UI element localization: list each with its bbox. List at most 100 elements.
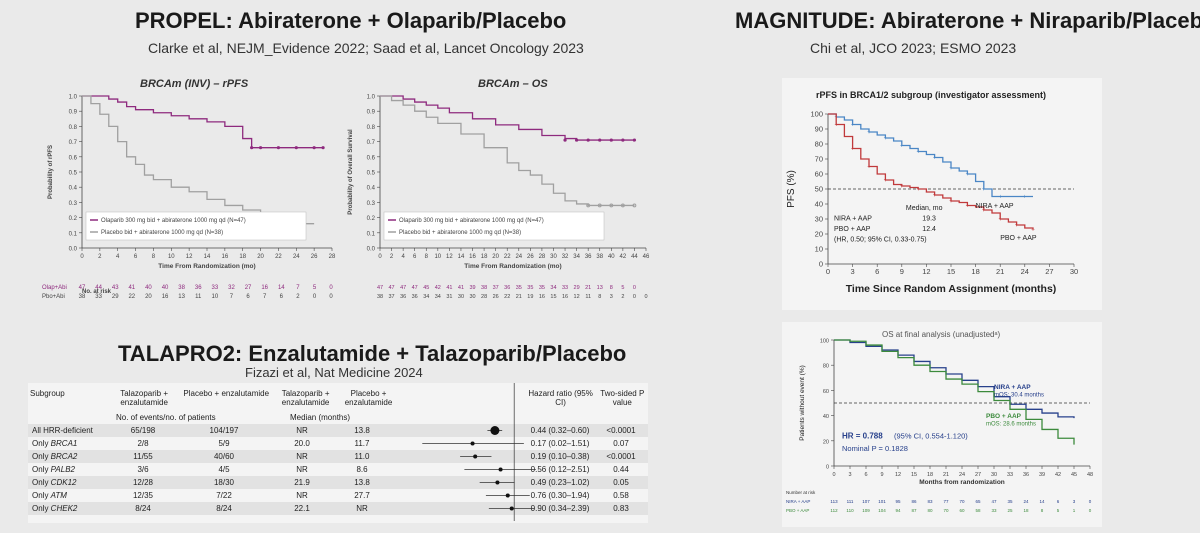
at-risk-label: PBO + AAP: [786, 508, 809, 513]
x-tick-label: 20: [492, 254, 499, 260]
y-tick-label: 1.0: [69, 95, 78, 101]
subgroup-cell: Only ATM: [32, 491, 67, 500]
at-risk-value: 15: [550, 294, 556, 300]
at-risk-value: 0: [644, 294, 647, 300]
censor-mark: +: [966, 204, 970, 210]
talapro-citation: Fizazi et al, Nat Medicine 2024: [245, 365, 423, 380]
x-tick-label: 42: [1055, 472, 1061, 478]
at-risk-value: 65: [975, 499, 981, 504]
x-tick-label: 12: [895, 472, 901, 478]
x-tick-label: 4: [401, 254, 405, 260]
censor-mark: [276, 146, 281, 150]
propel-os-title: BRCAm – OS: [478, 78, 548, 90]
x-tick-label: 30: [991, 472, 997, 478]
x-tick-label: 0: [378, 254, 382, 260]
at-risk-value: 47: [79, 285, 86, 291]
x-tick-label: 15: [947, 267, 955, 276]
censor-mark: +: [933, 156, 937, 162]
at-risk-value: 110: [846, 508, 854, 513]
at-risk-value: 0: [313, 294, 317, 300]
at-risk-value: 104: [878, 508, 886, 513]
censor-mark: +: [933, 193, 937, 199]
x-tick-label: 9: [900, 267, 904, 276]
at-risk-value: 37: [389, 294, 395, 300]
at-risk-value: 0: [1089, 508, 1092, 513]
value-cell: NR: [296, 426, 308, 435]
x-tick-label: 26: [527, 254, 534, 260]
x-axis-label: Time From Randomization (mo): [464, 263, 561, 270]
y-tick-label: 0.5: [69, 171, 78, 177]
y-tick-label: 0.4: [367, 186, 376, 192]
at-risk-value: 45: [423, 285, 429, 291]
subgroup-cell: Only CDK12: [32, 478, 77, 487]
at-risk-value: 70: [943, 508, 949, 513]
value-cell: 8/24: [216, 504, 232, 513]
x-tick-label: 18: [481, 254, 488, 260]
series-line-0: [82, 95, 324, 149]
at-risk-value: 21: [516, 294, 522, 300]
magnitude-citation: Chi et al, JCO 2023; ESMO 2023: [810, 40, 1017, 56]
series-line-0: [828, 113, 1033, 198]
pbo-mos: mOS: 28.6 months: [986, 422, 1036, 428]
at-risk-value: 22: [128, 294, 135, 300]
at-risk-value: 109: [862, 508, 870, 513]
propel-rpfs-title: BRCAm (INV) – rPFS: [140, 78, 249, 90]
x-tick-label: 2: [98, 254, 102, 260]
x-tick-label: 2: [390, 254, 394, 260]
y-tick-label: 60: [823, 389, 829, 395]
at-risk-value: 24: [1023, 499, 1029, 504]
censor-mark: +: [884, 178, 888, 184]
y-axis-label: Probability of Overall Survival: [348, 129, 354, 215]
value-cell: 11.0: [354, 452, 370, 461]
x-tick-label: 0: [80, 254, 84, 260]
col-tal-median: Talazoparib + enzalutamide: [281, 389, 330, 407]
at-risk-value: 111: [847, 499, 854, 504]
at-risk-title: Number at risk: [786, 490, 816, 495]
hr-text: (HR, 0.50; 95% CI, 0.33-0.75): [834, 237, 927, 244]
at-risk-value: 30: [458, 294, 464, 300]
censor-mark: +: [884, 136, 888, 142]
series-line-1: [828, 113, 1034, 230]
at-risk-value: 13: [597, 285, 603, 291]
x-tick-label: 21: [943, 472, 949, 478]
hr-point: [495, 480, 500, 485]
x-tick-label: 3: [848, 472, 851, 478]
y-axis-label: Probability of rPFS: [48, 145, 54, 199]
at-risk-value: 26: [493, 294, 499, 300]
hr-point: [490, 426, 500, 435]
y-tick-label: 80: [823, 364, 829, 370]
x-tick-label: 15: [911, 472, 917, 478]
x-tick-label: 46: [643, 254, 650, 260]
censor-mark: +: [982, 208, 986, 214]
y-tick-label: 100: [820, 339, 829, 345]
at-risk-value: 16: [261, 285, 268, 291]
y-tick-label: 0.2: [69, 216, 78, 222]
at-risk-label: NIRA + AAP: [786, 499, 810, 504]
value-cell: 0.76 (0.30–1.94): [530, 491, 590, 500]
x-tick-label: 24: [1021, 267, 1029, 276]
talapro-forest-panel: Subgroup Talazoparib + enzalutamide Plac…: [28, 383, 648, 523]
censor-mark: [321, 146, 325, 150]
value-cell: 0.07: [613, 439, 629, 448]
x-tick-label: 6: [864, 472, 867, 478]
value-cell: 65/198: [130, 426, 156, 435]
median-row-value: 12.4: [922, 226, 936, 233]
at-risk-value: 112: [830, 508, 838, 513]
at-risk-value: 5: [1057, 508, 1060, 513]
forest-row: Only PALB2 3/6 4/5 NR 8.6 0.56 (0.12–2.51) 0.4…: [28, 463, 648, 476]
at-risk-value: 0: [329, 285, 333, 291]
y-tick-label: 0.5: [367, 171, 376, 177]
x-tick-label: 30: [1070, 267, 1078, 276]
at-risk-value: 30: [469, 294, 475, 300]
x-tick-label: 22: [275, 254, 282, 260]
col-p: Two-sided P value: [600, 389, 645, 407]
x-axis-label: Months from randomization: [919, 479, 1005, 486]
at-risk-value: 28: [481, 294, 487, 300]
at-risk-value: 83: [927, 499, 933, 504]
value-cell: 13.8: [354, 478, 370, 487]
y-tick-label: 50: [815, 185, 823, 194]
forest-row: Only CHEK2 8/24 8/24 22.1 NR 0.90 (0.34–2.39)…: [28, 502, 648, 515]
value-cell: 0.17 (0.02–1.51): [530, 439, 590, 448]
at-risk-value: 8: [598, 294, 601, 300]
